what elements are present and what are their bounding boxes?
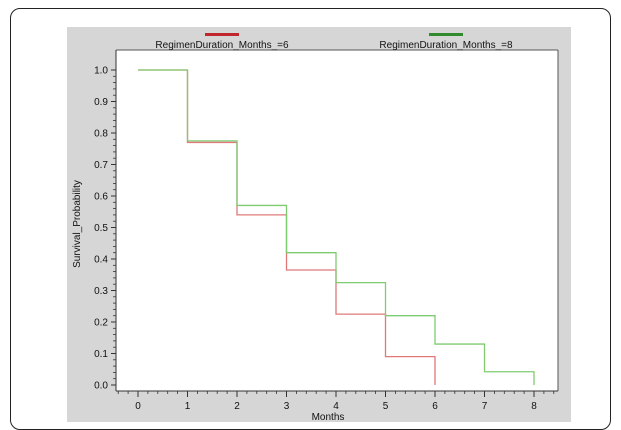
y-tick-label: 0.5 <box>94 223 108 234</box>
y-tick-label: 0.7 <box>94 160 108 171</box>
legend-swatch-2 <box>429 33 463 36</box>
y-tick-label: 0.9 <box>94 97 108 108</box>
x-tick-label: 6 <box>432 401 438 412</box>
series-line-2 <box>138 69 535 385</box>
y-tick-label: 0.1 <box>94 349 108 360</box>
y-axis-label: Survival_Probability <box>72 180 83 268</box>
x-tick-label: 8 <box>531 401 537 412</box>
x-tick-label: 7 <box>482 401 488 412</box>
legend-swatch-1 <box>205 33 239 36</box>
y-tick-label: 1.0 <box>94 66 108 77</box>
y-tick-label: 0.6 <box>94 192 108 203</box>
legend-label-2: RegimenDuration_Months_=8 <box>379 40 513 51</box>
y-tick-label: 0.8 <box>94 129 108 140</box>
legend: RegimenDuration_Months_=6 RegimenDuration… <box>155 33 513 51</box>
series-group <box>138 69 535 385</box>
x-tick-label: 5 <box>383 401 389 412</box>
legend-label-1: RegimenDuration_Months_=6 <box>155 40 289 51</box>
series-line-1 <box>138 69 436 385</box>
x-tick-label: 4 <box>333 401 339 412</box>
x-tick-label: 0 <box>135 401 141 412</box>
plot-area <box>116 50 558 391</box>
y-tick-label: 0.2 <box>94 318 108 329</box>
x-tick-label: 3 <box>284 401 290 412</box>
x-axis-label: Months <box>312 412 345 422</box>
y-tick-label: 0.0 <box>94 381 108 392</box>
y-tick-label: 0.4 <box>94 255 108 266</box>
axes: 0.0 0.1 0.2 0.3 0.4 0.5 0.6 0.7 0.8 0.9 1.0 0 1 2 3 4 5 6… <box>94 50 558 412</box>
y-tick-label: 0.3 <box>94 286 108 297</box>
x-tick-label: 1 <box>185 401 191 412</box>
x-tick-label: 2 <box>234 401 240 412</box>
